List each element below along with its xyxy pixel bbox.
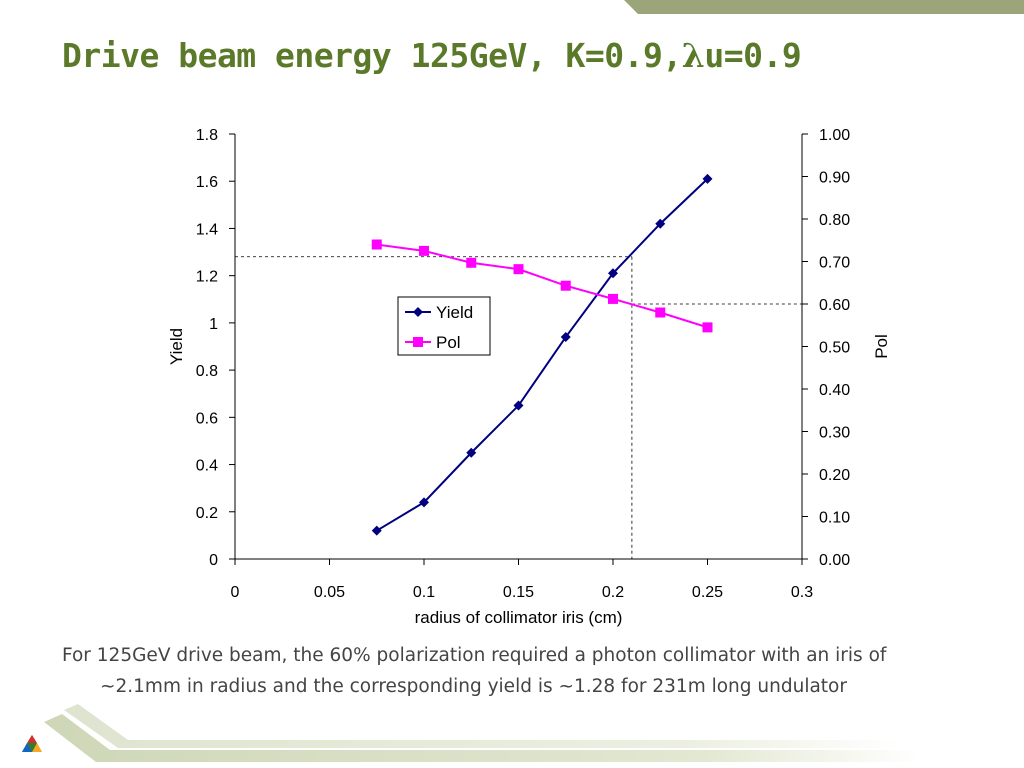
pol-point [419,245,429,256]
title-lambda: λ [681,36,705,75]
y2-tick-label: 0.00 [819,552,850,569]
y-tick-label: 1.4 [196,221,218,238]
y-axis-label: Yield [167,328,186,365]
y-tick-label: 0.2 [196,505,218,522]
pol-point [560,280,571,291]
yield-point [466,447,477,458]
x-tick-label: 0.05 [314,584,345,601]
pol-line [376,243,708,329]
y-tick-label: 1.6 [196,174,218,191]
yield-point [513,400,524,411]
title-prefix: Drive beam energy 125GeV, K=0.9, [62,36,682,75]
y2-tick-label: 0.10 [819,510,850,527]
pol-point [702,322,713,333]
yield-point [419,497,429,508]
header-band [624,0,1024,14]
y2-tick-label: 0.30 [819,425,850,442]
x-tick-label: 0.1 [413,584,435,601]
y2-tick-label: 0.50 [819,340,850,357]
footer-decoration [22,704,920,762]
x-tick-label: 0 [231,584,240,601]
yield-point [608,268,618,279]
y2-tick-label: 1.00 [819,127,850,144]
pol-point [371,239,382,250]
legend-yield-marker [413,307,423,317]
y-tick-label: 1.2 [196,269,218,286]
legend-pol-marker [413,337,423,347]
y-tick-label: 0.6 [196,410,218,427]
y2-tick-label: 0.70 [819,255,850,272]
title-suffix: u=0.9 [704,36,802,75]
legend-yield-label: Yield [436,303,473,322]
y2-tick-label: 0.90 [819,170,850,187]
y-tick-label: 0.4 [196,458,218,475]
yield-point [560,332,571,343]
x-axis-label: radius of collimator iris (cm) [415,608,623,627]
y2-tick-label: 0.60 [819,297,850,314]
yield-point [702,173,713,184]
y-tick-label: 1.8 [196,127,218,144]
yield-point [371,525,382,536]
y2-tick-label: 0.20 [819,467,850,484]
pol-point [655,307,666,318]
slide-title: Drive beam energy 125GeV, K=0.9,λu=0.9 [62,36,802,75]
y2-tick-label: 0.40 [819,382,850,399]
yield-line [376,178,709,532]
logo-icon [22,735,42,752]
x-tick-label: 0.25 [692,584,723,601]
yield-point [655,218,666,229]
yield-pol-chart: 0 0.05 0.1 0.15 0.2 0.25 0.300.20.40.60.811.21… [167,127,891,627]
pol-point [608,293,618,304]
y2-axis-label: Pol [872,334,891,359]
pol-point [466,257,477,268]
y-tick-label: 0 [209,552,218,569]
slide-caption: For 125GeV drive beam, the 60% polarizat… [62,640,972,702]
y-tick-label: 1 [209,316,218,333]
y-tick-label: 0.8 [196,363,218,380]
x-tick-label: 0.3 [791,584,813,601]
x-tick-label: 0.2 [602,584,624,601]
caption-text: For 125GeV drive beam, the 60% polarizat… [62,645,887,697]
x-tick-label: 0.15 [503,584,534,601]
y2-tick-label: 0.80 [819,212,850,229]
legend-pol-label: Pol [436,333,461,352]
pol-point [513,264,524,275]
